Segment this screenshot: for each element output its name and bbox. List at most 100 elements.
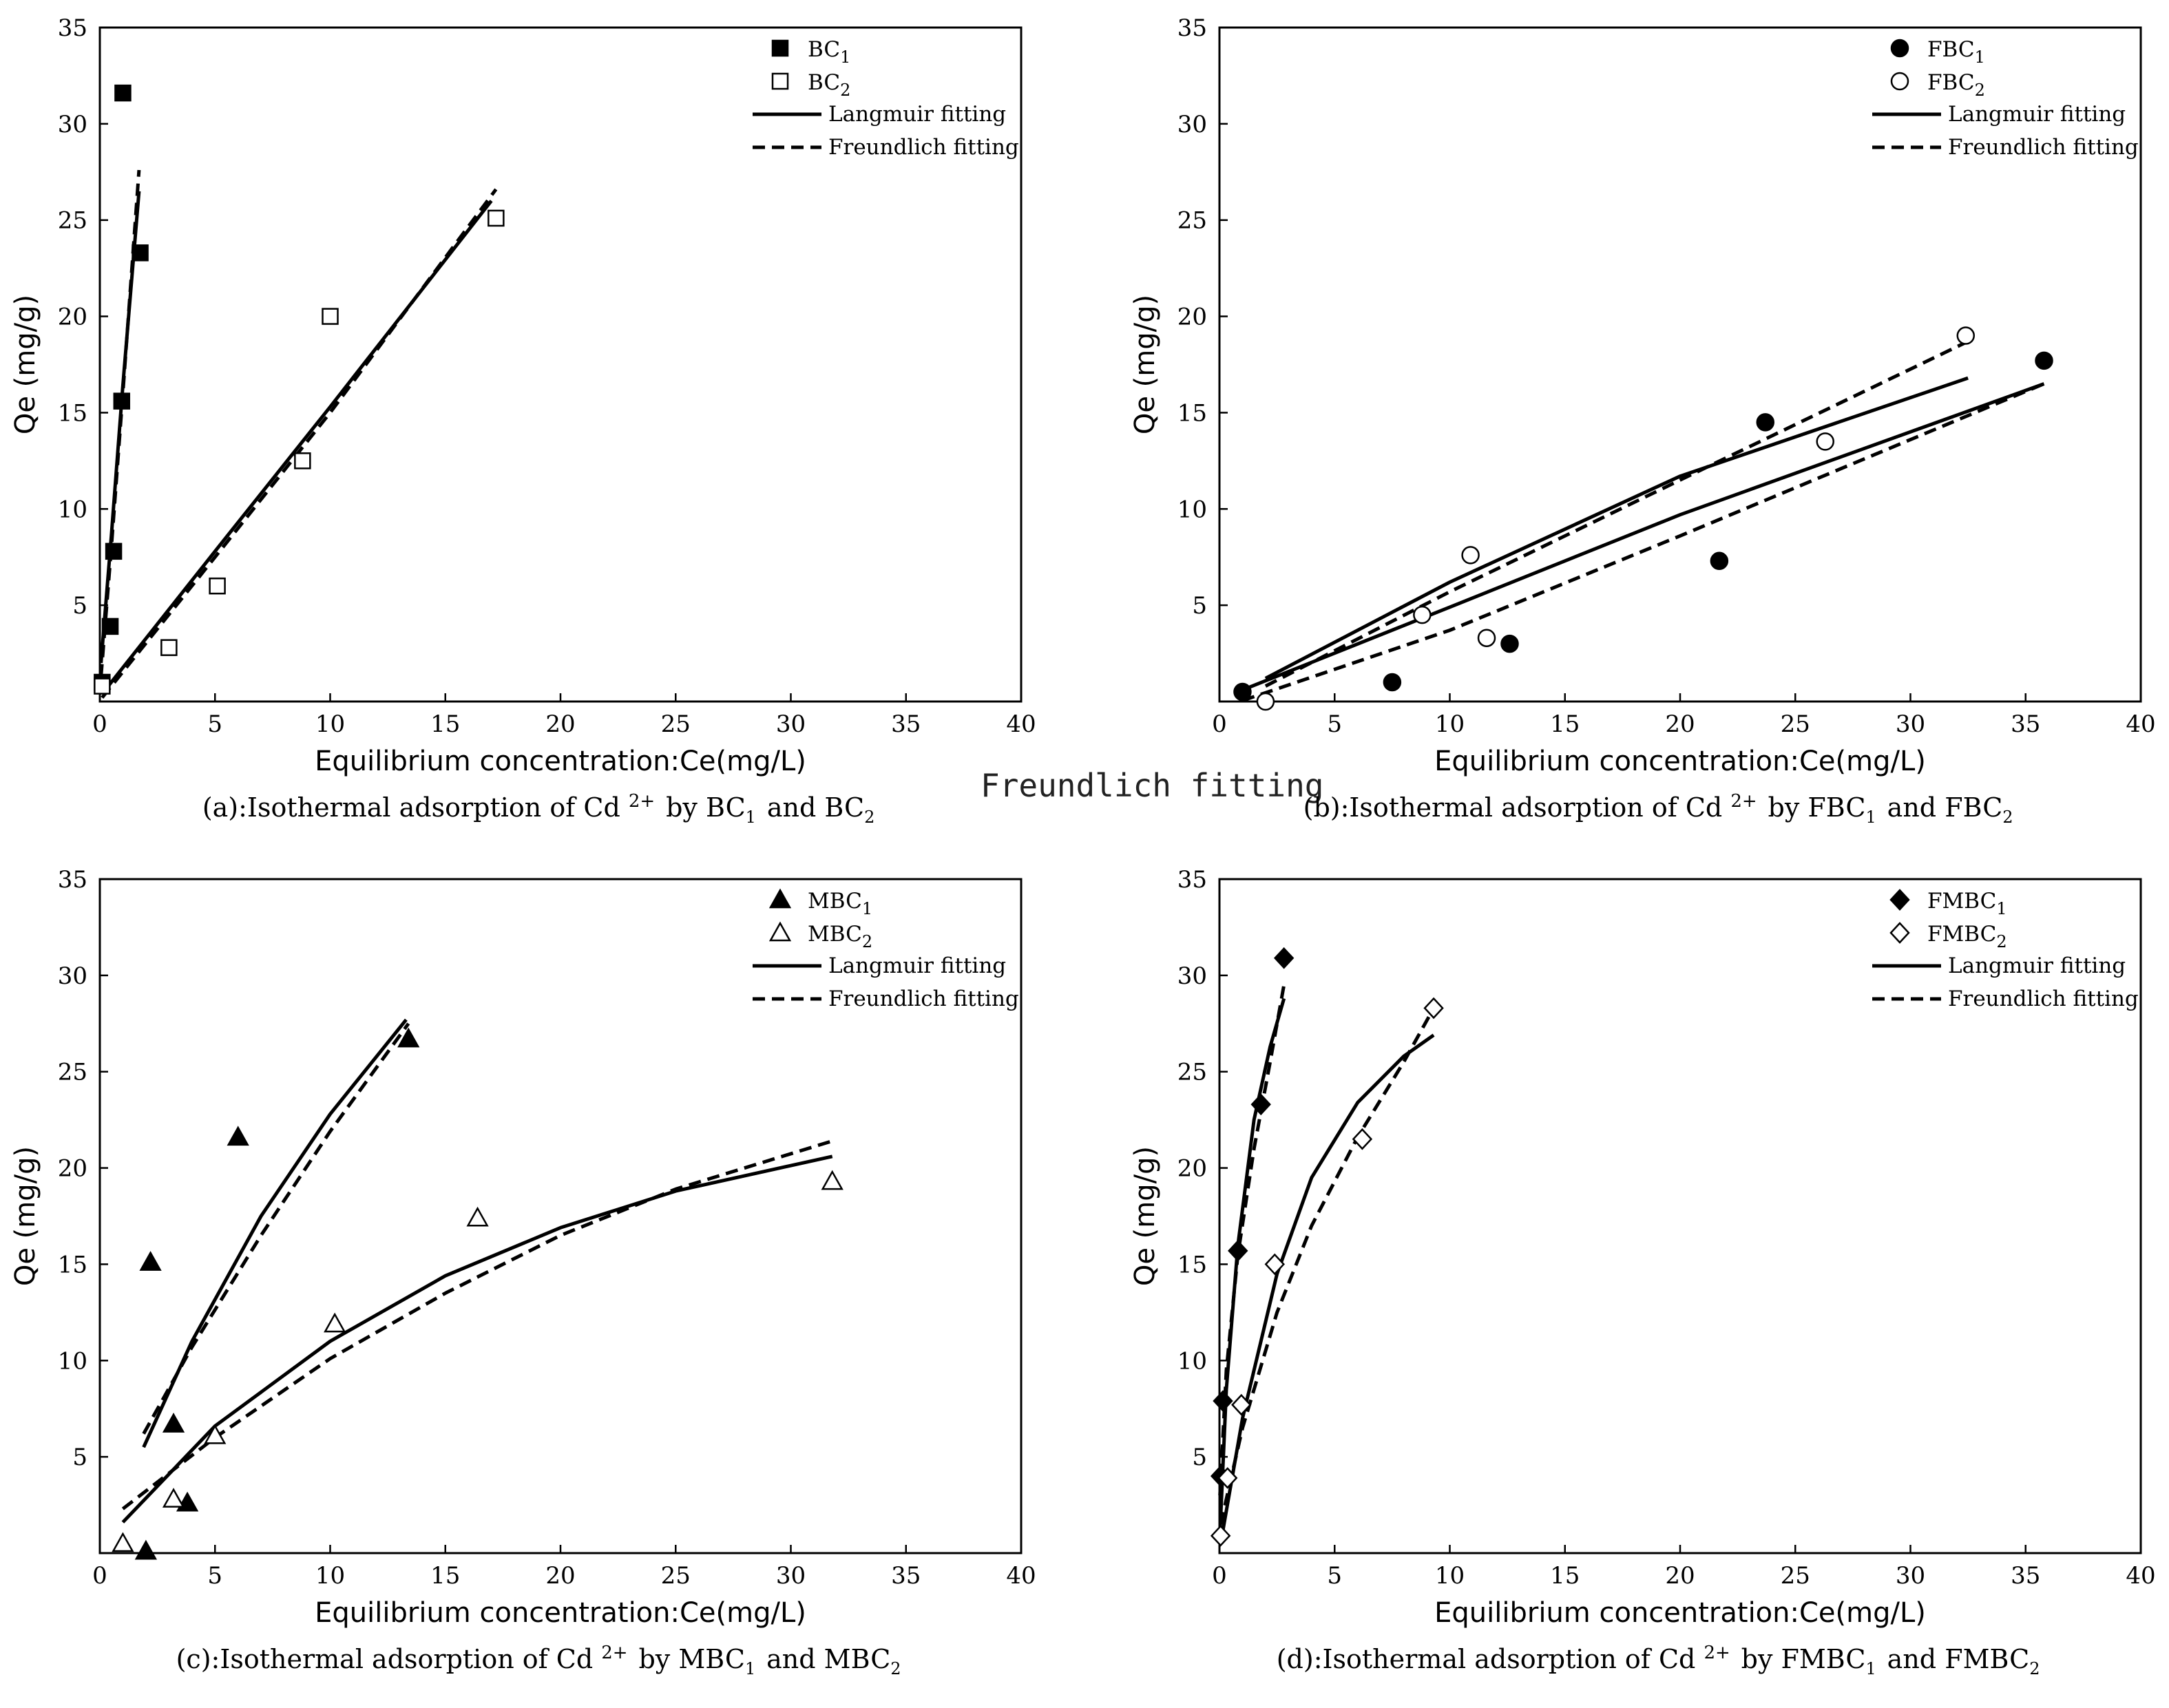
y-axis-title: Qe (mg/g) <box>1129 1146 1161 1286</box>
x-tick-label: 10 <box>315 710 345 738</box>
x-tick-label: 5 <box>207 1562 222 1590</box>
legend-label: Freundlich fitting <box>1948 135 2139 160</box>
y-tick-label: 5 <box>72 592 87 620</box>
freundlich-fit-line <box>1218 984 1286 1496</box>
freundlich-fit-line <box>1219 1007 1436 1525</box>
x-tick-label: 0 <box>92 1562 107 1590</box>
chart-panel-3: 0 5 10 15 20 25 30 35 40 5 10 15 20 25 30 35 Equilibrium… <box>10 866 1036 1678</box>
x-axis-title: Equilibrium concentration:Ce(mg/L) <box>315 1597 806 1629</box>
data-point-fmbc2 <box>1231 1393 1252 1416</box>
panel-caption: (d):Isothermal adsorption of Cd 2+ by FM… <box>1277 1643 2043 1678</box>
legend-label: Freundlich fitting <box>1948 987 2139 1011</box>
y-tick-label: 30 <box>1177 111 1207 138</box>
data-point-mbc2 <box>466 1206 489 1227</box>
data-point-fbc1 <box>1756 413 1775 432</box>
y-tick-label: 25 <box>58 1059 87 1086</box>
data-point-fbc2 <box>1956 326 1976 345</box>
x-tick-label: 25 <box>1781 1562 1810 1590</box>
data-point-fbc2 <box>1816 432 1834 451</box>
y-tick-label: 10 <box>58 1347 87 1375</box>
x-axis-title: Equilibrium concentration:Ce(mg/L) <box>1434 1597 1926 1629</box>
y-tick-label: 30 <box>58 962 87 990</box>
y-tick-label: 5 <box>1192 1444 1207 1471</box>
x-axis-title: Equilibrium concentration:Ce(mg/L) <box>1434 746 1926 777</box>
data-point-fmbc1 <box>1213 1390 1233 1412</box>
legend-label: FMBC2 <box>1927 922 2009 951</box>
data-point-bc2 <box>294 452 311 470</box>
freundlich-fit-line <box>142 1022 410 1435</box>
legend-label: Freundlich fitting <box>828 987 1019 1011</box>
x-tick-label: 25 <box>1781 710 1810 738</box>
langmuir-fit-line <box>1241 382 2045 692</box>
x-tick-label: 5 <box>1327 1562 1342 1590</box>
legend-marker <box>1890 39 1909 58</box>
x-tick-label: 40 <box>1006 1562 1036 1590</box>
data-point-fmbc2 <box>1210 1524 1231 1547</box>
legend-marker <box>768 921 792 942</box>
y-tick-label: 5 <box>72 1444 87 1471</box>
legend-label: BC2 <box>808 70 852 100</box>
x-tick-label: 30 <box>776 1562 806 1590</box>
legend-label: MBC1 <box>808 889 874 918</box>
data-point-bc1 <box>114 84 132 102</box>
legend-label: BC1 <box>808 37 852 67</box>
data-point-mbc2 <box>112 1532 134 1552</box>
data-point-mbc2 <box>162 1488 185 1508</box>
legend-marker <box>771 39 789 57</box>
y-tick-label: 20 <box>58 1155 87 1183</box>
data-point-bc2 <box>160 639 178 656</box>
y-tick-label: 35 <box>58 14 87 42</box>
data-point-fbc1 <box>1233 682 1252 702</box>
data-point-bc1 <box>101 618 119 635</box>
legend-marker <box>1889 922 1910 944</box>
panel-caption: (b):Isothermal adsorption of Cd 2+ by FB… <box>1303 791 2016 827</box>
x-tick-label: 40 <box>2126 1562 2155 1590</box>
x-tick-label: 20 <box>1665 1562 1695 1590</box>
freundlich-fit-line <box>121 1139 833 1510</box>
x-axis-title: Equilibrium concentration:Ce(mg/L) <box>315 746 806 777</box>
data-point-mbc1 <box>162 1413 185 1433</box>
x-tick-label: 0 <box>1212 710 1227 738</box>
data-point-bc2 <box>322 308 339 325</box>
x-tick-label: 15 <box>430 1562 460 1590</box>
legend-label: Langmuir fitting <box>828 102 1006 127</box>
legend-marker <box>768 888 792 909</box>
legend-label: FBC2 <box>1927 70 1987 100</box>
y-tick-label: 30 <box>58 111 87 138</box>
y-tick-label: 10 <box>1177 496 1207 523</box>
data-point-fbc1 <box>1383 673 1402 692</box>
x-tick-label: 30 <box>1896 710 1925 738</box>
freundlich-fit-line <box>1241 382 2045 702</box>
legend-label: FMBC1 <box>1927 889 2009 918</box>
langmuir-fit-line <box>1264 376 1969 680</box>
x-tick-label: 35 <box>891 1562 921 1590</box>
x-tick-label: 15 <box>1550 710 1580 738</box>
panel-caption: (c):Isothermal adsorption of Cd 2+ by MB… <box>176 1643 904 1678</box>
legend-marker <box>1890 72 1909 91</box>
data-point-fmbc2 <box>1264 1253 1285 1276</box>
freundlich-fit-line <box>1264 339 1969 688</box>
legend: FMBC1 FMBC2 Langmuir fitting Freundlich f… <box>1872 889 2139 1011</box>
chart-panel-4: 0 5 10 15 20 25 30 35 40 5 10 15 20 25 30 35 Equilibrium… <box>1129 866 2156 1678</box>
data-point-bc2 <box>209 577 226 595</box>
x-tick-label: 20 <box>1665 710 1695 738</box>
data-point-fmbc2 <box>1217 1467 1238 1489</box>
data-point-mbc1 <box>134 1539 158 1560</box>
data-point-fmbc1 <box>1228 1240 1248 1262</box>
legend: BC1 BC2 Langmuir fitting Freundlich fitti… <box>753 37 1019 160</box>
x-tick-label: 15 <box>430 710 460 738</box>
x-tick-label: 10 <box>1435 1562 1465 1590</box>
y-tick-label: 15 <box>58 1251 87 1278</box>
panel-caption: (a):Isothermal adsorption of Cd 2+ by BC… <box>202 791 877 827</box>
y-tick-label: 35 <box>1177 866 1207 894</box>
x-tick-label: 5 <box>1327 710 1342 738</box>
data-point-mbc2 <box>821 1170 844 1190</box>
y-tick-label: 35 <box>58 866 87 894</box>
y-tick-label: 25 <box>1177 1059 1207 1086</box>
x-tick-label: 35 <box>891 710 921 738</box>
overlay-label: Freundlich fitting <box>981 767 1324 804</box>
data-point-fmbc1 <box>1250 1093 1271 1116</box>
data-point-fbc2 <box>1461 546 1480 565</box>
y-tick-label: 5 <box>1192 592 1207 620</box>
